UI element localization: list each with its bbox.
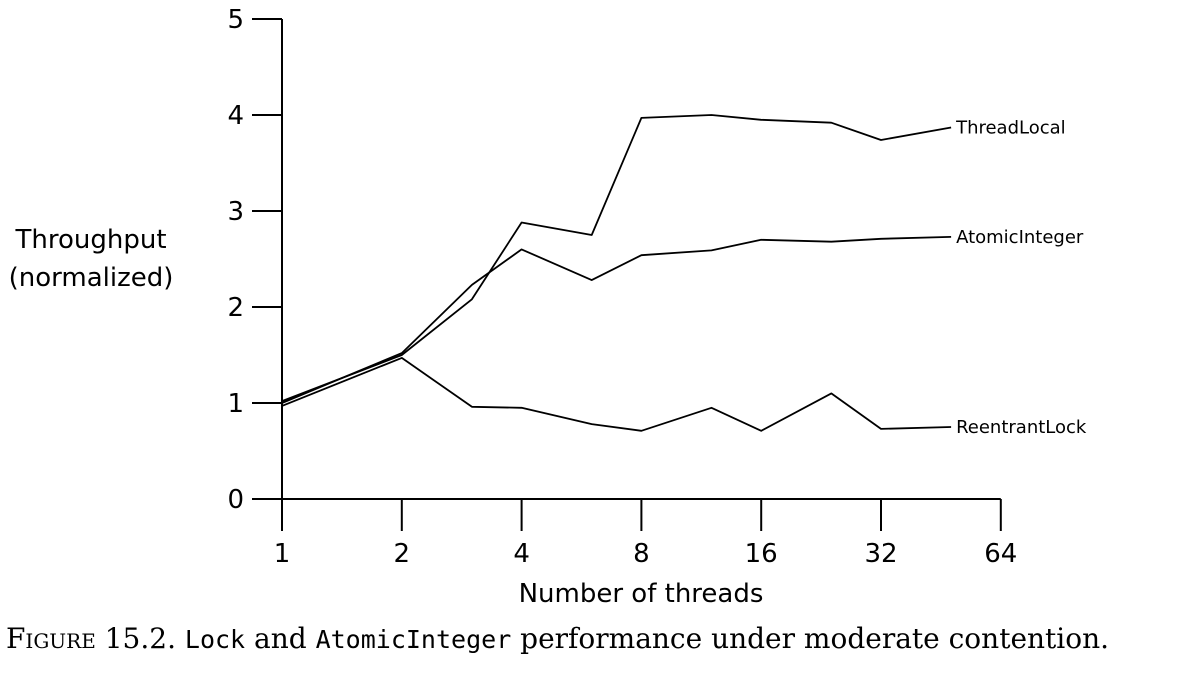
figure-caption: Figure 15.2. Lock and AtomicInteger perf… bbox=[6, 622, 1109, 655]
caption-text-rest: performance under moderate contention. bbox=[520, 622, 1110, 655]
x-tick-label: 16 bbox=[745, 539, 778, 569]
y-tick-label: 5 bbox=[227, 5, 244, 35]
y-tick-label: 1 bbox=[227, 389, 244, 419]
x-tick-label: 64 bbox=[984, 539, 1017, 569]
series-labels: ThreadLocal AtomicInteger ReentrantLock bbox=[955, 117, 1087, 438]
series-line-atomicinteger bbox=[281, 236, 952, 404]
series-line-threadlocal bbox=[281, 114, 952, 402]
series-label-reentrantlock: ReentrantLock bbox=[956, 417, 1087, 438]
x-tick-label: 8 bbox=[633, 539, 650, 569]
x-axis-title: Number of threads bbox=[519, 579, 764, 609]
y-tick-label: 0 bbox=[227, 485, 244, 515]
series-lines bbox=[281, 114, 952, 432]
x-tick-label: 4 bbox=[513, 539, 530, 569]
y-axis-title-line2: (normalized) bbox=[9, 263, 174, 293]
y-tick-label: 3 bbox=[227, 197, 244, 227]
y-tick-label: 2 bbox=[227, 293, 244, 323]
caption-figure-number: 15.2. bbox=[104, 622, 176, 655]
x-tick-label: 32 bbox=[864, 539, 897, 569]
series-label-atomicinteger: AtomicInteger bbox=[956, 227, 1084, 248]
x-tick-label: 1 bbox=[274, 539, 291, 569]
y-tick-label: 4 bbox=[227, 101, 244, 131]
caption-code-atomicinteger: AtomicInteger bbox=[315, 625, 512, 654]
axes bbox=[252, 18, 1002, 531]
caption-code-lock: Lock bbox=[184, 625, 246, 654]
caption-text-and: and bbox=[254, 622, 307, 655]
x-tick-label: 2 bbox=[394, 539, 411, 569]
caption-figure-word: Figure bbox=[6, 622, 96, 655]
series-line-reentrantlock bbox=[281, 356, 952, 432]
series-label-threadlocal: ThreadLocal bbox=[955, 117, 1066, 138]
y-axis-title-line1: Throughput bbox=[14, 225, 166, 255]
